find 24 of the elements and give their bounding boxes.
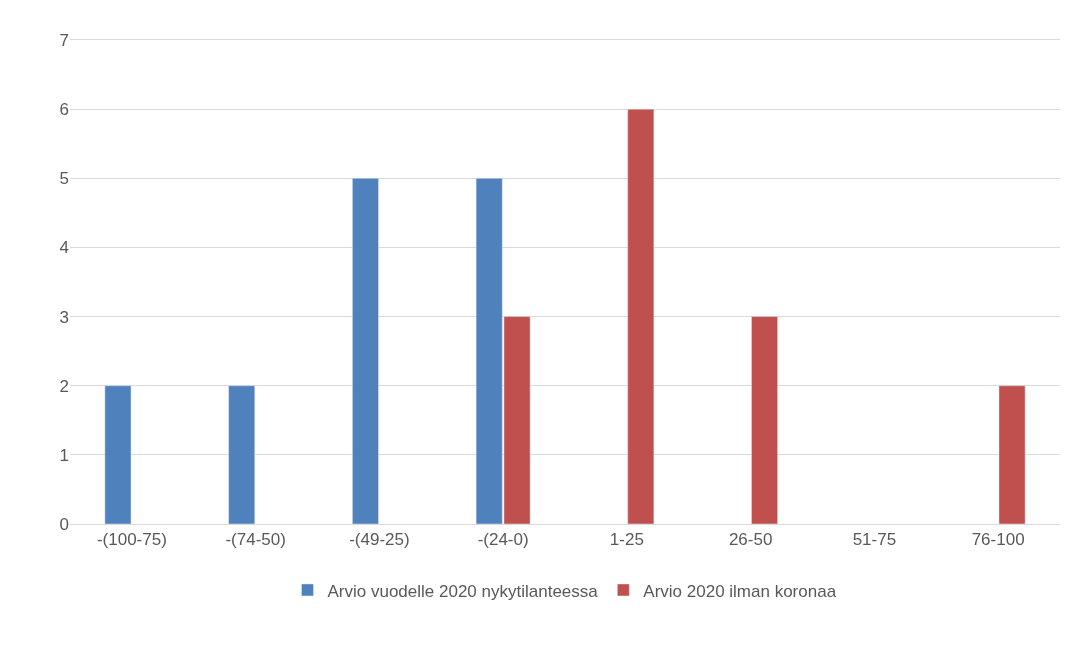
y-tick-label: 6 xyxy=(59,100,69,120)
x-tick-label: 1-25 xyxy=(609,530,644,550)
bar xyxy=(751,316,778,524)
y-tick-label: 1 xyxy=(59,445,69,465)
y-tick-label: 7 xyxy=(59,30,69,50)
y-tick-label: 5 xyxy=(59,169,69,189)
y-tick-label: 0 xyxy=(59,514,69,534)
x-tick-label: -(74-50) xyxy=(225,530,286,550)
x-tick-label: -(49-25) xyxy=(349,530,410,550)
x-tick-label: 26-50 xyxy=(728,530,773,550)
x-tick-label: -(24-0) xyxy=(477,530,529,550)
bar xyxy=(104,385,132,524)
legend-label: Arvio 2020 ilman koronaa xyxy=(643,581,837,601)
bar xyxy=(998,385,1026,524)
x-tick-label: 51-75 xyxy=(852,530,897,550)
x-tick-label: 76-100 xyxy=(971,530,1025,550)
x-tick-label: -(100-75) xyxy=(96,530,167,550)
bar xyxy=(228,385,256,524)
y-tick-label: 3 xyxy=(59,307,69,327)
legend-label: Arvio vuodelle 2020 nykytilanteessa xyxy=(327,581,599,601)
y-tick-label: 2 xyxy=(59,376,69,396)
bar xyxy=(627,108,655,524)
bar xyxy=(352,178,379,524)
y-tick-label: 4 xyxy=(59,238,69,258)
